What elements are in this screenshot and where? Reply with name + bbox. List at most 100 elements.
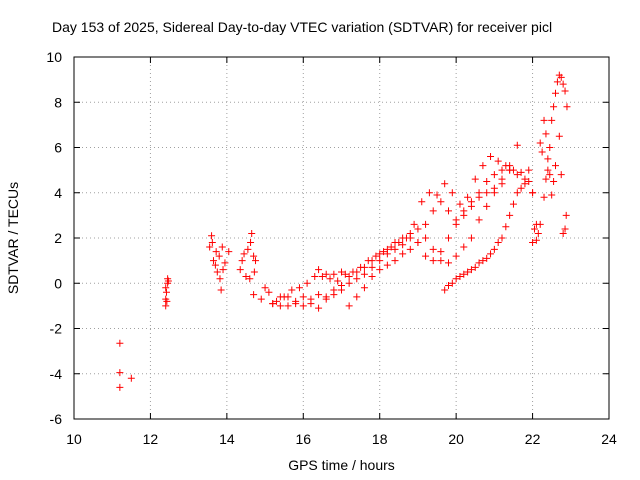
data-point bbox=[540, 116, 548, 124]
data-point bbox=[162, 302, 170, 310]
x-tick-label: 10 bbox=[66, 431, 82, 447]
y-tick-label: 6 bbox=[54, 140, 62, 156]
y-tick-label: 0 bbox=[54, 275, 62, 291]
y-axis-label: SDTVAR / TECUs bbox=[5, 182, 21, 294]
data-point bbox=[425, 189, 433, 197]
data-point bbox=[471, 175, 479, 183]
data-point bbox=[383, 245, 391, 253]
y-tick-label: -6 bbox=[50, 411, 63, 427]
data-point bbox=[345, 302, 353, 310]
data-point bbox=[250, 252, 258, 260]
data-point bbox=[284, 293, 292, 301]
data-points bbox=[116, 71, 571, 391]
data-point bbox=[353, 275, 361, 283]
data-point bbox=[368, 272, 376, 280]
data-point bbox=[406, 229, 414, 237]
data-point bbox=[553, 78, 561, 86]
data-point bbox=[513, 141, 521, 149]
data-point bbox=[467, 266, 475, 274]
data-point bbox=[452, 275, 460, 283]
data-point bbox=[307, 300, 315, 308]
data-point bbox=[162, 288, 170, 296]
data-point bbox=[257, 295, 265, 303]
data-point bbox=[383, 261, 391, 269]
data-point bbox=[265, 288, 273, 296]
data-point bbox=[127, 374, 135, 382]
data-point bbox=[360, 270, 368, 278]
data-point bbox=[273, 297, 281, 305]
data-point bbox=[240, 250, 248, 258]
data-point bbox=[215, 252, 223, 260]
data-point bbox=[464, 268, 472, 276]
data-point bbox=[360, 284, 368, 292]
data-point bbox=[517, 184, 525, 192]
data-point bbox=[429, 245, 437, 253]
x-tick-label: 12 bbox=[143, 431, 159, 447]
data-point bbox=[163, 297, 171, 305]
data-point bbox=[479, 162, 487, 170]
x-tick-label: 24 bbox=[601, 431, 617, 447]
data-point bbox=[380, 248, 388, 256]
data-point bbox=[538, 148, 546, 156]
data-point bbox=[414, 225, 422, 233]
data-point bbox=[509, 200, 517, 208]
data-point bbox=[318, 272, 326, 280]
data-point bbox=[208, 239, 216, 247]
data-point bbox=[414, 239, 422, 247]
data-point bbox=[322, 295, 330, 303]
data-point bbox=[326, 275, 334, 283]
data-point bbox=[213, 268, 221, 276]
data-point bbox=[437, 198, 445, 206]
data-point bbox=[536, 220, 544, 228]
data-point bbox=[487, 250, 495, 258]
data-point bbox=[445, 234, 452, 242]
x-tick-label: 14 bbox=[219, 431, 235, 447]
data-point bbox=[529, 189, 537, 197]
data-point bbox=[525, 166, 533, 174]
data-point bbox=[292, 300, 300, 308]
data-point bbox=[242, 272, 250, 280]
data-point bbox=[483, 189, 491, 197]
data-point bbox=[345, 272, 353, 280]
data-point bbox=[483, 177, 491, 185]
data-point bbox=[448, 279, 456, 287]
data-point bbox=[387, 243, 395, 251]
grid-lines bbox=[74, 57, 609, 419]
data-point bbox=[391, 239, 399, 247]
data-point bbox=[475, 193, 483, 201]
data-point bbox=[550, 177, 558, 185]
data-point bbox=[248, 229, 256, 237]
series-segment-12.4 bbox=[162, 275, 172, 310]
data-point bbox=[563, 103, 571, 111]
data-point bbox=[561, 87, 569, 95]
data-point bbox=[250, 268, 258, 276]
y-tick-label: 8 bbox=[54, 94, 62, 110]
data-point bbox=[299, 293, 307, 301]
data-point bbox=[391, 257, 399, 265]
data-point bbox=[418, 198, 426, 206]
data-point bbox=[445, 259, 452, 267]
data-point bbox=[250, 291, 258, 299]
data-point bbox=[221, 259, 229, 267]
data-point bbox=[218, 243, 226, 251]
y-tick-label: 10 bbox=[46, 49, 62, 65]
x-tick-label: 16 bbox=[295, 431, 311, 447]
data-point bbox=[368, 263, 376, 271]
data-point bbox=[276, 293, 284, 301]
data-point bbox=[448, 189, 456, 197]
y-tick-label: -2 bbox=[50, 321, 63, 337]
data-point bbox=[460, 243, 468, 251]
data-point bbox=[345, 279, 353, 287]
data-point bbox=[360, 263, 368, 271]
data-point bbox=[490, 245, 498, 253]
data-point bbox=[206, 243, 214, 251]
data-point bbox=[517, 168, 525, 176]
data-point bbox=[542, 130, 550, 138]
chart-title: Day 153 of 2025, Sidereal Day-to-day VTE… bbox=[52, 19, 552, 35]
data-point bbox=[334, 277, 342, 285]
data-point bbox=[247, 239, 255, 247]
data-point bbox=[452, 220, 460, 228]
data-point bbox=[544, 166, 552, 174]
series-segment-13.6 bbox=[206, 232, 233, 294]
